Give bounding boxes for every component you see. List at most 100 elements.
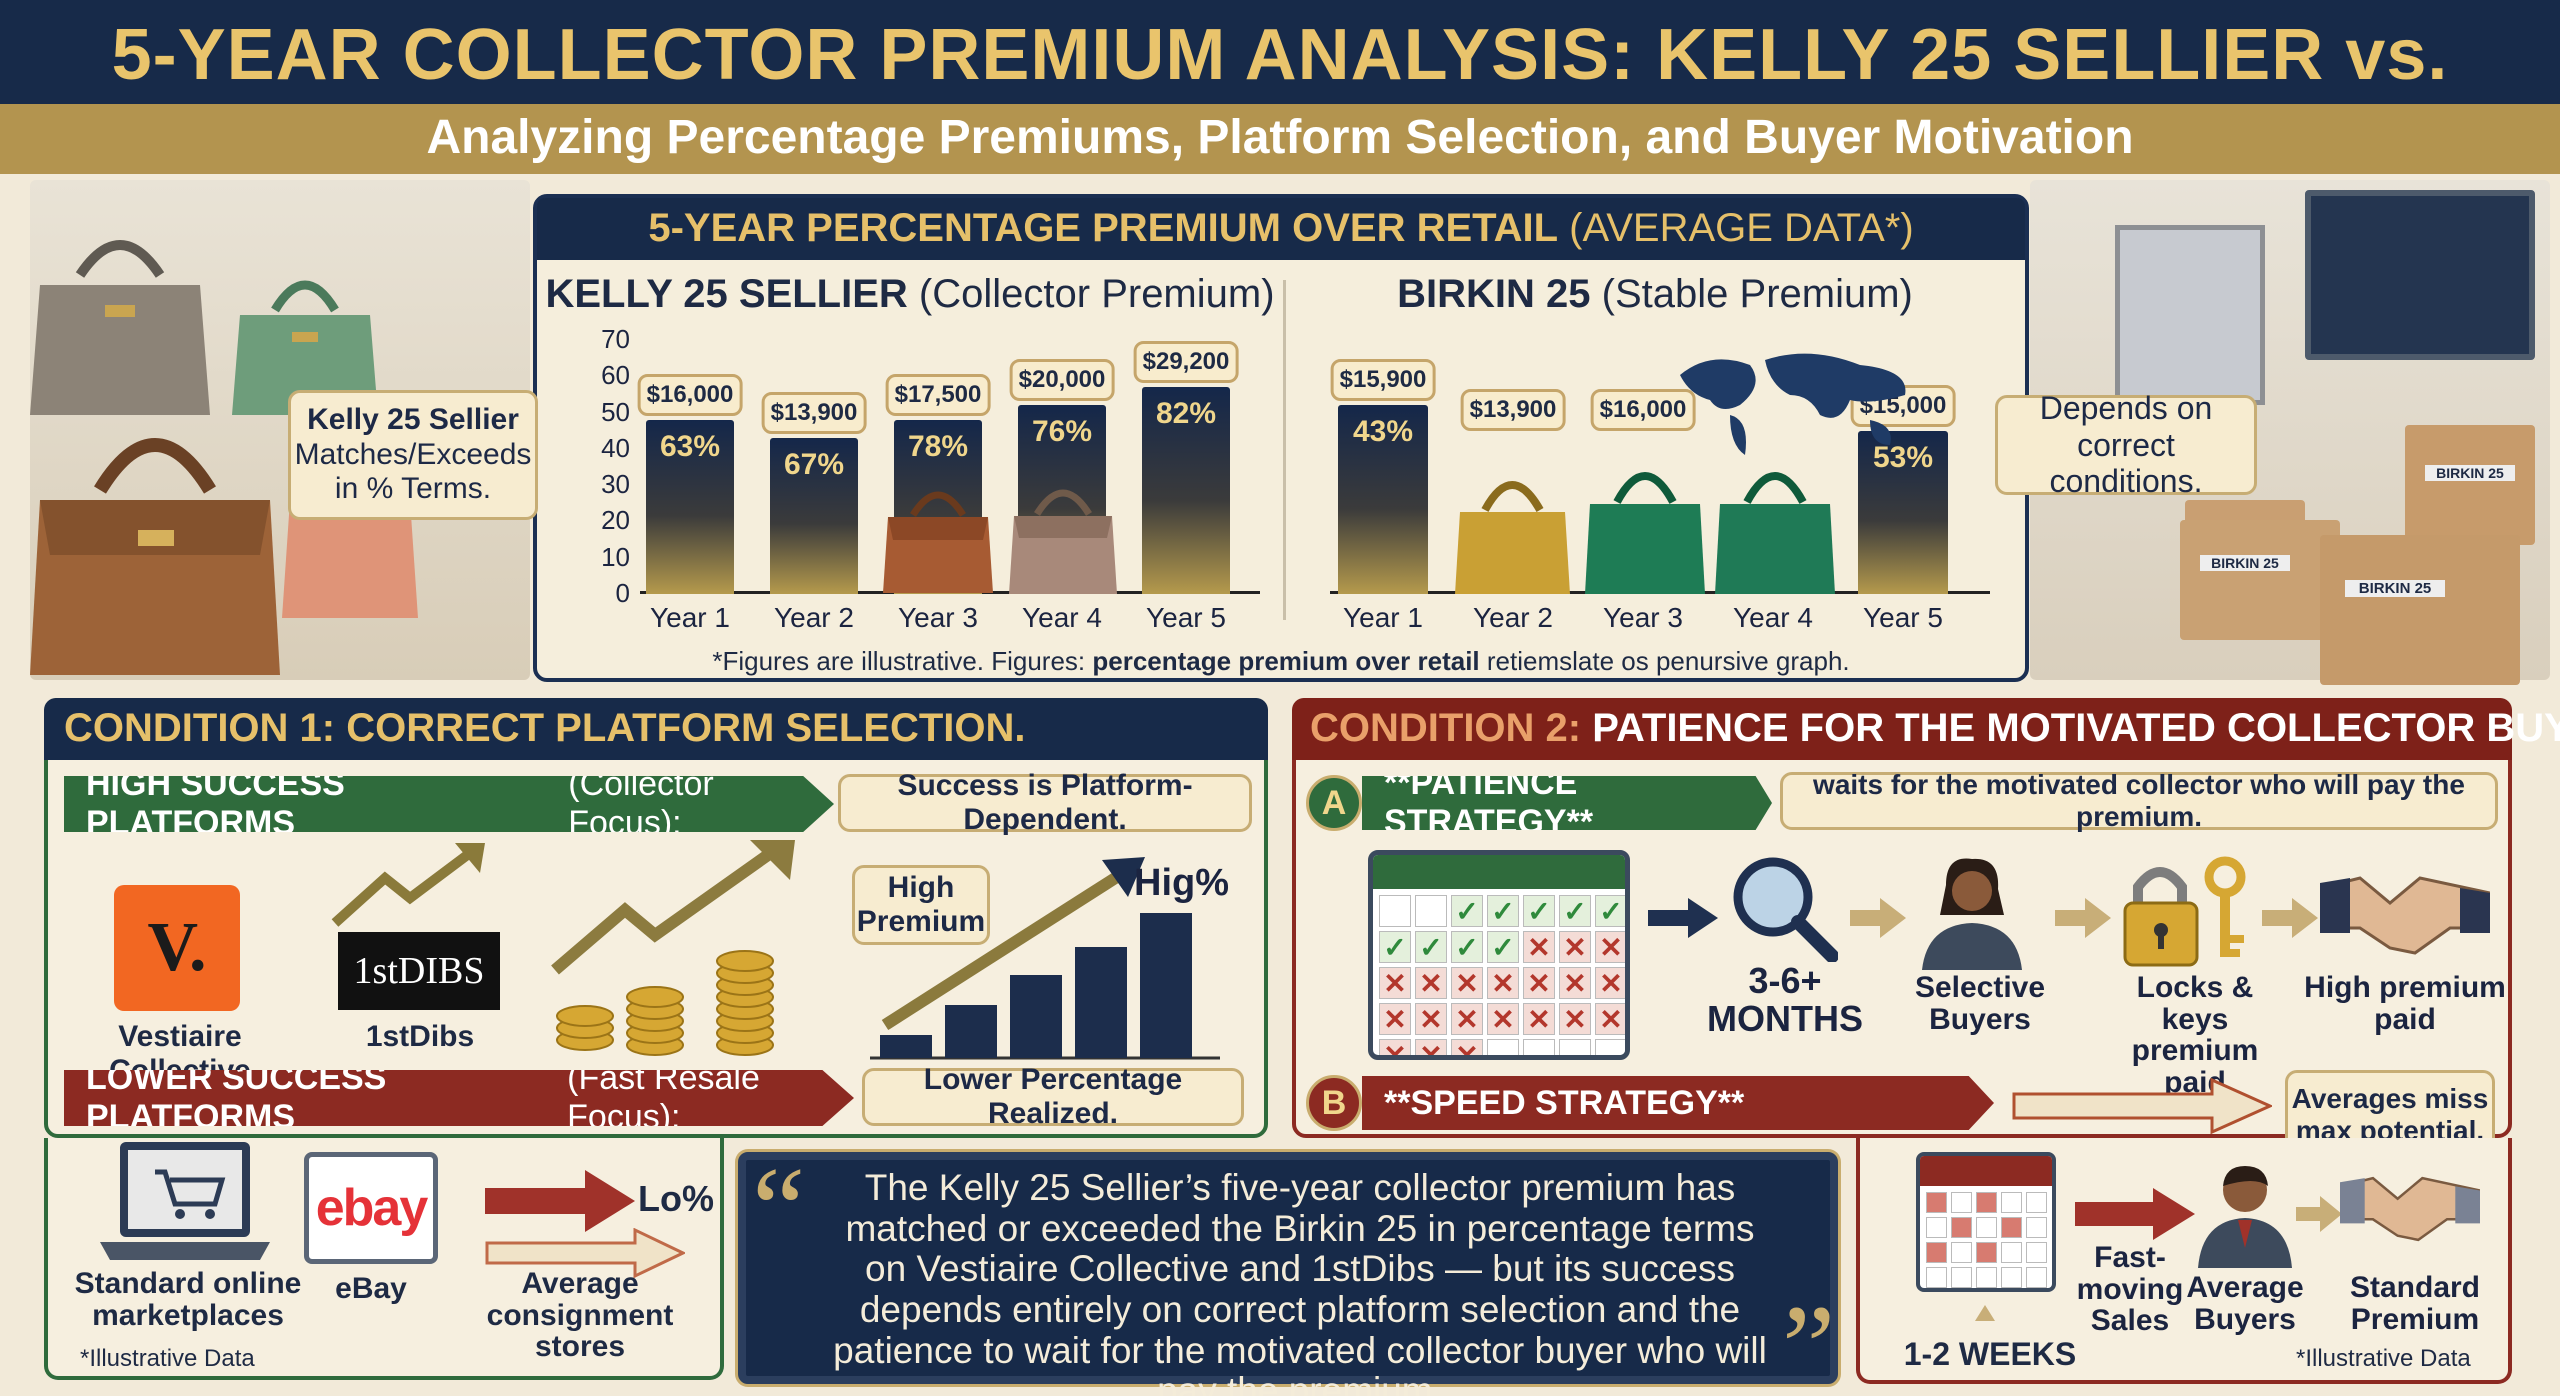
strategy-b-letter: B xyxy=(1321,1083,1347,1122)
page-title: 5-YEAR COLLECTOR PREMIUM ANALYSIS: KELLY… xyxy=(111,15,2449,177)
calendar-cell xyxy=(1951,1267,1972,1288)
premium-panel-title: 5-YEAR PERCENTAGE PREMIUM OVER RETAIL (A… xyxy=(537,206,2025,251)
handshake-icon xyxy=(2340,1176,2480,1242)
calendar-cell: ✕ xyxy=(1595,1003,1625,1035)
subtitle-bar xyxy=(0,104,2560,174)
locks-keys-label: Locks & keys premium paid xyxy=(2100,972,2290,1098)
quote-box xyxy=(738,1152,1838,1384)
stock-chart-screen xyxy=(2115,225,2265,405)
kelly-chart-title: KELLY 25 SELLIER (Collector Premium) xyxy=(540,272,1280,317)
calendar-cell xyxy=(1379,895,1411,927)
price-tag: $20,000 xyxy=(1009,359,1115,402)
y-tick-label: 20 xyxy=(601,505,630,536)
kelly-y-axis: 0 10 20 30 40 50 60 70 xyxy=(570,324,630,608)
lower-success-ribbon: LOWER SUCCESS PLATFORMS (Fast Resale Foc… xyxy=(64,1070,854,1126)
fast-moving-label: Fast- moving Sales xyxy=(2070,1242,2190,1337)
birkin-callout-line2: correct conditions. xyxy=(2049,426,2203,500)
low-ribbon-bold: LOWER SUCCESS PLATFORMS xyxy=(86,1059,387,1136)
handshake-icon xyxy=(2320,876,2490,955)
x-tick-label: Year 3 xyxy=(1603,602,1683,633)
calendar-cell xyxy=(1926,1217,1947,1238)
y-tick-label: 50 xyxy=(601,396,630,427)
x-tick-label: Year 2 xyxy=(1473,602,1553,633)
fast-label-1: Fast- xyxy=(2094,1241,2166,1274)
avg-label-2: Buyers xyxy=(2194,1302,2296,1336)
calendar-cell xyxy=(2001,1192,2022,1213)
calendar-cell: ✕ xyxy=(1451,1039,1483,1055)
handbag-green-croc-icon xyxy=(1715,472,1835,594)
shipping-box-label: BIRKIN 25 xyxy=(2425,465,2515,481)
kelly-title-sub: (Collector Premium) xyxy=(918,272,1275,316)
calendar-cell: ✕ xyxy=(1595,931,1625,963)
birkin-callout: Depends on correct conditions. xyxy=(1995,390,2257,499)
magnifier-icon xyxy=(1733,857,1838,962)
average-buyer-icon xyxy=(2198,1166,2292,1268)
footnote-c: retiemslate os penursive graph. xyxy=(1486,646,1850,676)
standard-label-2: marketplaces xyxy=(92,1298,284,1332)
world-map-icon xyxy=(1680,353,1906,455)
std-label-2: Premium xyxy=(2350,1302,2480,1336)
price-tag: $13,900 xyxy=(761,391,867,434)
handbag-tan-icon xyxy=(30,438,280,675)
vestiaire-logo-text: V. xyxy=(147,909,207,986)
calendar-cell: ✓ xyxy=(1451,931,1483,963)
standard-marketplace-label: Standard online marketplaces xyxy=(68,1268,308,1331)
footnote-b: percentage premium over retail xyxy=(1092,646,1480,676)
calendar-cell: ✕ xyxy=(1379,1039,1411,1055)
open-quote-icon: “ xyxy=(752,1142,806,1275)
price-tag: $29,200 xyxy=(1133,341,1239,384)
gold-arrow-icon xyxy=(2296,1196,2342,1232)
handbag-grey-icon xyxy=(30,240,210,415)
y-tick-label: 40 xyxy=(601,432,630,463)
condition2-header xyxy=(1292,698,2512,760)
birkin-callout-line1: Depends on xyxy=(2039,389,2213,426)
calendar-cell: ✕ xyxy=(1487,1003,1519,1035)
shipping-box xyxy=(2180,520,2340,640)
outline-long-arrow-icon xyxy=(2012,1078,2272,1134)
price-tag: $15,900 xyxy=(1330,359,1436,402)
calendar-cell: ✓ xyxy=(1487,895,1519,927)
price-tag: $16,000 xyxy=(637,373,743,416)
calendar-cell: ✓ xyxy=(1487,931,1519,963)
stock-ticker-board xyxy=(2305,190,2535,360)
calendar-cell xyxy=(1926,1267,1947,1288)
months-label-1: 3-6+ xyxy=(1748,960,1822,1001)
gold-arrow-icon xyxy=(1850,898,1906,938)
kelly-title-bold: KELLY 25 SELLIER xyxy=(545,272,908,316)
calendar-cell: ✕ xyxy=(1523,1003,1555,1035)
calendar-cell xyxy=(1926,1242,1947,1263)
average-buyers-label: Average Buyers xyxy=(2170,1272,2320,1335)
x-tick-label: Year 1 xyxy=(650,602,730,633)
red-arrow-icon xyxy=(485,1170,635,1232)
calendar-cell: ✕ xyxy=(1559,967,1591,999)
condition1-title-a: CONDITION 1: xyxy=(64,706,336,750)
calendar-cell xyxy=(1976,1217,1997,1238)
kelly-callout-line1: Kelly 25 Sellier xyxy=(307,403,519,437)
chart-bar: 43% xyxy=(1338,405,1428,594)
birkin-title-bold: BIRKIN 25 xyxy=(1397,272,1591,316)
calendar-cell xyxy=(2026,1217,2047,1238)
calendar-cell: ✕ xyxy=(1379,967,1411,999)
chart-divider xyxy=(1283,280,1286,620)
laptop-cart-icon xyxy=(100,1142,270,1260)
x-tick-label: Year 5 xyxy=(1863,602,1943,633)
high-success-note: Success is Platform-Dependent. xyxy=(838,769,1252,836)
high-ribbon-light: (Collector Focus): xyxy=(568,765,714,842)
calendar-header xyxy=(1920,1156,2052,1186)
price-tag: $17,500 xyxy=(885,373,991,416)
y-tick-label: 10 xyxy=(601,541,630,572)
calendar-cell xyxy=(1951,1217,1972,1238)
gold-arrow-icon xyxy=(2055,898,2111,938)
kelly-callout: Kelly 25 Sellier Matches/Exceeds in % Te… xyxy=(288,390,538,520)
high-ribbon-bold: HIGH SUCCESS PLATFORMS xyxy=(86,765,345,842)
bar-percent-label: 53% xyxy=(1872,440,1934,474)
standard-premium-label: Standard Premium xyxy=(2335,1272,2495,1335)
chart-bar: 63% xyxy=(646,419,734,594)
calendar-cell xyxy=(1559,1039,1591,1055)
calendar-cell: ✕ xyxy=(1595,967,1625,999)
calendar-cell: ✕ xyxy=(1523,967,1555,999)
condition2-title-b: PATIENCE FOR THE MOTIVATED COLLECTOR BUY… xyxy=(1592,706,2560,750)
strategy-b-badge: B xyxy=(1306,1075,1362,1131)
premium-title-bold: 5-YEAR PERCENTAGE PREMIUM OVER RETAIL xyxy=(648,206,1559,250)
calendar-cell xyxy=(2001,1242,2022,1263)
